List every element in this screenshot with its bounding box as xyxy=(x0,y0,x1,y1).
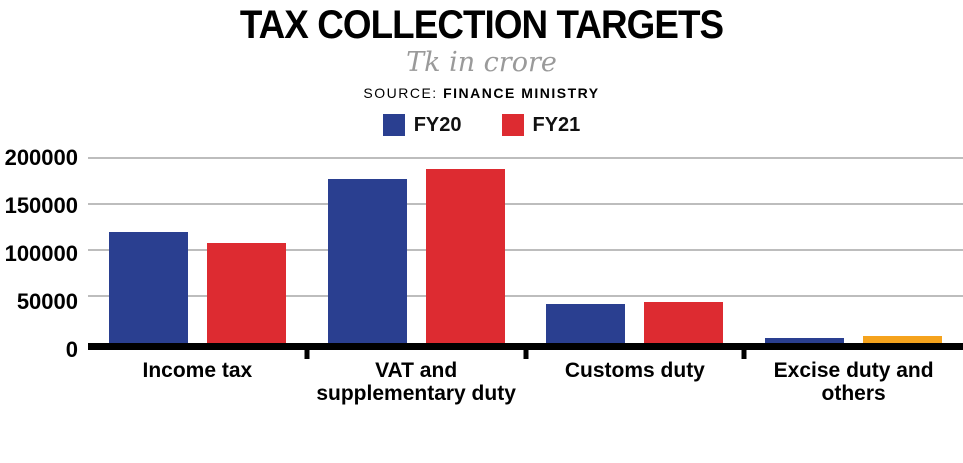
legend-swatch-fy20 xyxy=(382,114,405,137)
category-label-excise-duty-and-others: Excise duty and others xyxy=(773,358,934,406)
gridline-50000 xyxy=(88,295,963,298)
bar-groups xyxy=(88,158,963,343)
legend-item-fy20: FY20 xyxy=(382,113,462,137)
bar-group-income-tax xyxy=(88,158,307,343)
bar-fy20-excise-duty-and-others xyxy=(765,338,845,343)
source-label: SOURCE: xyxy=(363,84,438,101)
y-axis: 0 50000 100000 150000 200000 xyxy=(0,145,82,362)
chart-header: TAX COLLECTION TARGETS Tk in crore SOURC… xyxy=(0,0,963,137)
y-tick-label-100000: 100000 xyxy=(4,240,78,266)
gridline-100000 xyxy=(88,249,963,252)
gridline-200000 xyxy=(88,156,963,159)
bar-fy20-vat-and-supplementary-duty xyxy=(327,178,407,343)
bar-chart: 0 50000 100000 150000 200000 xyxy=(0,145,963,362)
legend-swatch-fy21 xyxy=(501,114,524,137)
category-label-vat-and-supplementary-duty: VAT and supplementary duty xyxy=(316,358,516,406)
bar-fy21-customs-duty xyxy=(644,302,724,343)
y-tick-label-50000: 50000 xyxy=(16,288,78,314)
bar-group-excise-duty-and-others xyxy=(744,158,963,343)
category-label-customs-duty: Customs duty xyxy=(564,358,705,382)
x-axis-separator-tick xyxy=(304,342,310,359)
x-axis-labels: Income tax VAT and supplementary duty Cust… xyxy=(0,359,963,406)
plot-area xyxy=(88,156,963,359)
legend-label-fy21: FY21 xyxy=(532,113,581,136)
legend-item-fy21: FY21 xyxy=(501,113,581,137)
bar-group-vat-and-supplementary-duty xyxy=(307,158,526,343)
x-axis-separator-tick xyxy=(741,342,747,359)
y-tick-label-200000: 200000 xyxy=(4,144,78,170)
y-tick-label-150000: 150000 xyxy=(4,192,78,218)
legend-label-fy20: FY20 xyxy=(413,113,462,136)
chart-legend: FY20 FY21 xyxy=(0,114,963,137)
bar-fy21-excise-duty-and-others xyxy=(863,336,943,343)
source-value: FINANCE MINISTRY xyxy=(443,84,600,101)
y-tick-label-0: 0 xyxy=(65,336,78,362)
bar-group-customs-duty xyxy=(526,158,745,343)
bar-fy21-income-tax xyxy=(206,242,286,343)
bar-fy20-customs-duty xyxy=(546,303,626,343)
page-title: TAX COLLECTION TARGETS xyxy=(239,3,724,47)
category-label-income-tax: Income tax xyxy=(142,358,253,382)
source-line: SOURCE: FINANCE MINISTRY xyxy=(0,85,963,101)
x-axis-separator-tick xyxy=(523,342,528,359)
bar-fy20-income-tax xyxy=(108,231,188,343)
gridline-150000 xyxy=(88,202,963,205)
chart-subtitle: Tk in crore xyxy=(406,47,557,78)
bar-fy21-vat-and-supplementary-duty xyxy=(425,168,505,343)
